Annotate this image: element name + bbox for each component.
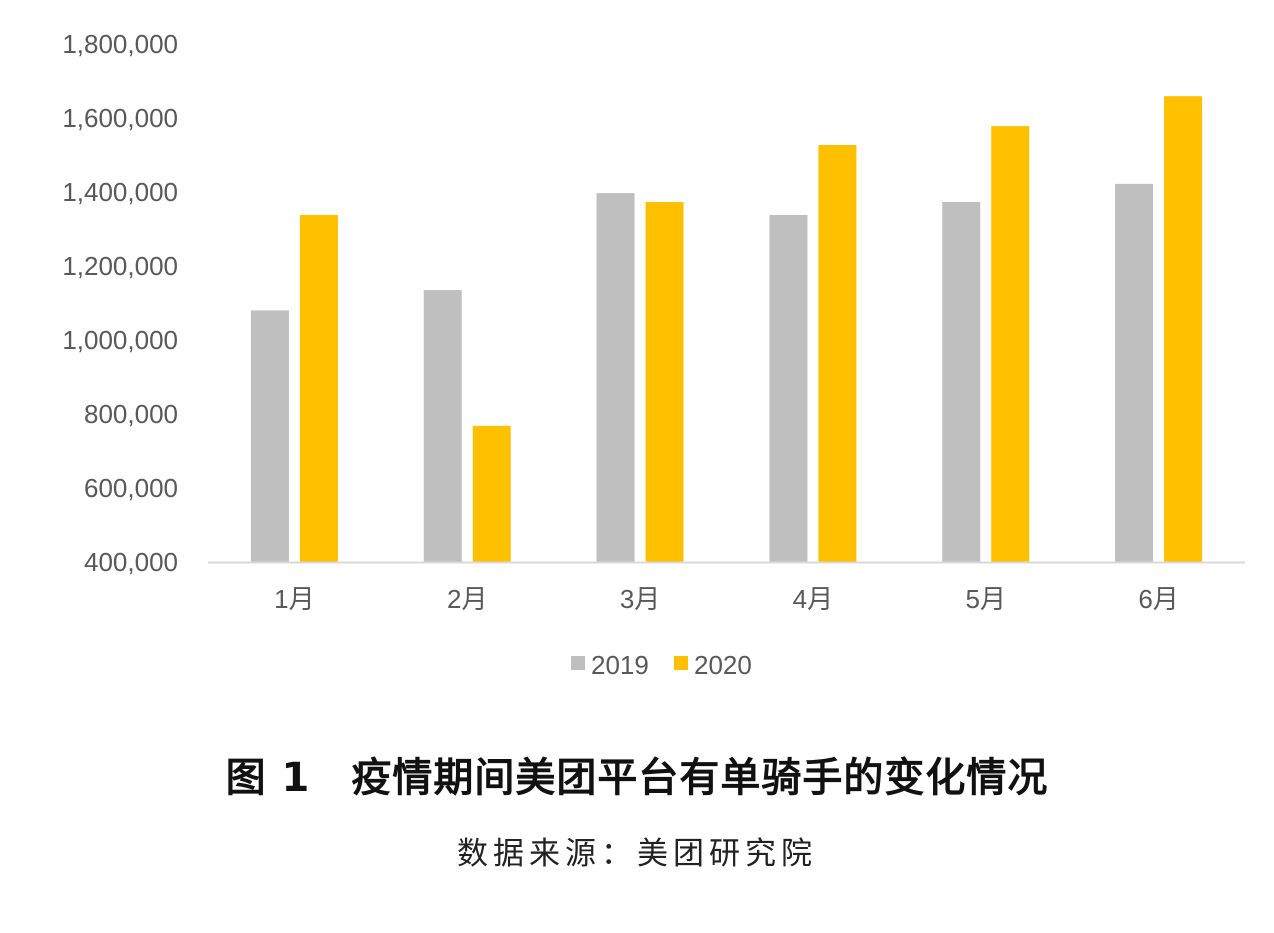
x-tick-label: 5月 [966,584,1006,614]
bar-2019-2 [423,290,462,562]
bar-2020-5 [991,126,1030,562]
y-tick-label: 1,000,000 [62,325,178,355]
y-tick-label: 1,600,000 [62,103,178,133]
legend-label: 2020 [694,650,752,680]
bar-2020-4 [818,145,857,562]
bar-2020-2 [472,425,511,562]
bar-2020-1 [299,214,338,562]
chart-source: 数据来源：美团研究院 [457,836,817,872]
y-tick-label: 600,000 [84,473,178,503]
x-tick-label: 3月 [620,584,660,614]
legend-swatch-2020 [674,656,688,670]
bar-2020-6 [1164,96,1203,563]
legend-swatch-2019 [571,656,585,670]
y-tick-label: 800,000 [84,399,178,429]
chart-title: 图 1 疫情期间美团平台有单骑手的变化情况 [225,755,1049,801]
x-tick-label: 6月 [1138,584,1178,614]
bar-2019-1 [250,310,289,562]
y-tick-label: 1,800,000 [62,29,178,59]
y-tick-label: 1,200,000 [62,251,178,281]
x-tick-label: 1月 [274,584,314,614]
x-tick-label: 4月 [793,584,833,614]
bar-2019-5 [942,201,981,563]
bar-2019-6 [1115,183,1154,563]
bar-2019-4 [769,214,808,562]
y-tick-label: 1,400,000 [62,177,178,207]
bar-2020-3 [645,201,684,563]
y-tick-label: 400,000 [84,547,178,577]
bar-2019-3 [596,193,635,563]
x-tick-label: 2月 [447,584,487,614]
legend-label: 2019 [591,650,649,680]
bar-chart: 400,000 600,000 800,000 1,000,000 1,200,000 1… [62,29,1245,680]
